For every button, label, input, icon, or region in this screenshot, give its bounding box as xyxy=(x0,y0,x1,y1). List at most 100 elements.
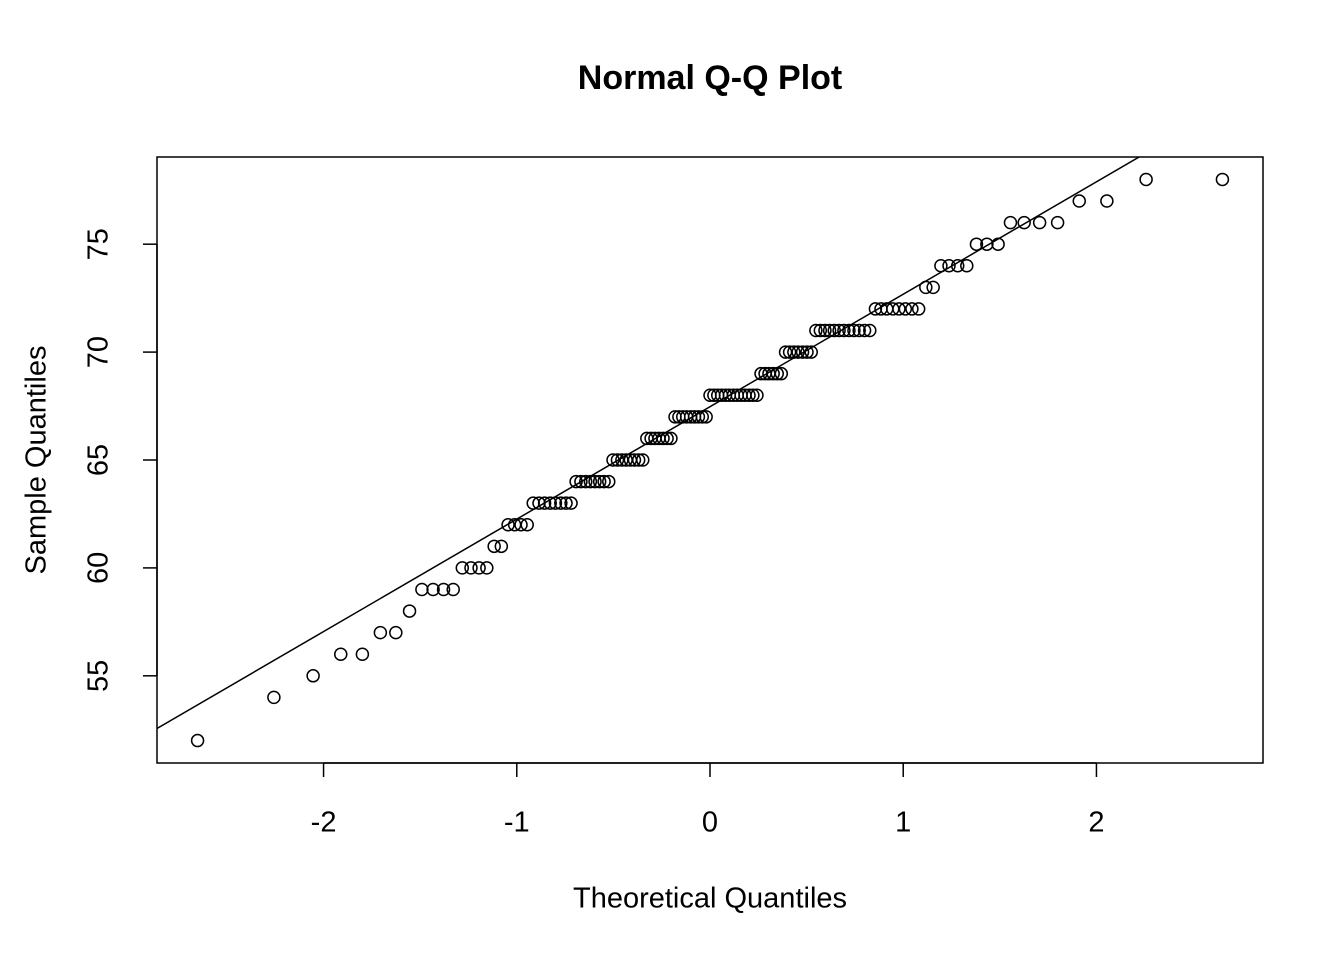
data-point xyxy=(905,302,919,316)
data-point xyxy=(813,323,828,338)
data-point xyxy=(579,474,593,489)
data-point xyxy=(1100,194,1114,208)
data-point xyxy=(787,345,801,359)
data-point xyxy=(520,517,534,532)
data-point xyxy=(664,431,678,446)
data-point xyxy=(583,474,598,489)
data-point xyxy=(699,410,713,424)
data-point xyxy=(1003,215,1018,230)
data-point xyxy=(592,474,607,489)
x-axis-title: Theoretical Quantiles xyxy=(573,883,847,915)
data-point xyxy=(857,323,872,338)
data-point xyxy=(969,237,984,251)
x-tick-label: 1 xyxy=(895,807,911,839)
data-point xyxy=(1017,215,1031,230)
data-point xyxy=(800,345,814,359)
data-point xyxy=(809,323,823,338)
data-point xyxy=(770,366,784,381)
data-point xyxy=(863,323,877,338)
reference-line xyxy=(157,157,1141,730)
data-point xyxy=(852,323,866,338)
data-point xyxy=(818,323,832,338)
data-point xyxy=(588,474,602,489)
data-point xyxy=(827,323,841,338)
data-point xyxy=(695,410,710,424)
y-axis-title: Sample Quantiles xyxy=(21,346,53,575)
data-point xyxy=(494,539,509,554)
data-point xyxy=(842,323,856,338)
data-point xyxy=(480,561,494,575)
data-point xyxy=(537,496,552,510)
data-point xyxy=(791,345,805,359)
data-point xyxy=(950,259,965,273)
plot-frame xyxy=(156,156,1264,764)
y-tick-label: 75 xyxy=(83,228,115,260)
data-point xyxy=(487,539,501,554)
data-point xyxy=(766,366,780,381)
data-point xyxy=(795,345,810,359)
y-tick-label: 70 xyxy=(83,336,115,368)
data-point xyxy=(934,259,948,273)
data-point xyxy=(832,323,846,338)
data-point xyxy=(610,453,625,467)
data-point xyxy=(514,517,528,532)
data-point xyxy=(402,604,417,618)
data-point xyxy=(782,345,797,359)
data-point xyxy=(822,323,837,338)
data-point xyxy=(334,647,348,661)
data-point xyxy=(574,474,588,489)
data-point xyxy=(415,582,429,597)
data-point xyxy=(631,453,646,467)
data-point xyxy=(926,280,940,295)
data-point xyxy=(436,582,451,597)
y-tick-label: 60 xyxy=(83,552,115,584)
data-point xyxy=(746,388,760,403)
data-point xyxy=(597,474,611,489)
x-tick-label: 2 xyxy=(1088,807,1104,839)
data-point xyxy=(991,237,1005,251)
data-point xyxy=(355,647,370,661)
data-point xyxy=(306,669,320,683)
data-point xyxy=(774,366,789,381)
data-point xyxy=(691,410,706,424)
data-point xyxy=(627,453,642,467)
data-point xyxy=(455,561,470,575)
data-point xyxy=(532,496,546,510)
data-point xyxy=(742,388,756,403)
data-point xyxy=(446,582,460,597)
data-point xyxy=(472,561,486,575)
data-point xyxy=(426,582,440,597)
data-point xyxy=(1215,172,1230,187)
data-point xyxy=(389,625,403,640)
data-point xyxy=(554,496,568,510)
data-point xyxy=(267,690,281,705)
data-point xyxy=(564,496,578,510)
data-point xyxy=(1139,172,1153,187)
data-point xyxy=(636,453,650,467)
data-point xyxy=(464,561,478,575)
data-point xyxy=(847,323,861,338)
data-point xyxy=(1072,194,1086,208)
data-point xyxy=(750,388,764,403)
data-point xyxy=(190,733,205,748)
data-point xyxy=(960,259,974,273)
y-tick-label: 65 xyxy=(83,444,115,476)
data-point xyxy=(892,302,906,316)
data-point xyxy=(942,259,956,273)
data-point xyxy=(559,496,573,510)
data-point xyxy=(837,323,851,338)
data-point xyxy=(548,496,563,510)
data-point xyxy=(602,474,616,489)
x-tick-label: -2 xyxy=(311,807,337,839)
data-point xyxy=(898,302,913,316)
data-point xyxy=(1032,215,1047,230)
data-point xyxy=(911,302,926,316)
data-point xyxy=(919,280,933,295)
data-point xyxy=(569,474,583,489)
data-point xyxy=(606,453,620,467)
data-point xyxy=(1050,215,1065,230)
data-point xyxy=(656,431,670,446)
data-point xyxy=(543,496,557,510)
x-tick-label: -1 xyxy=(504,807,530,839)
